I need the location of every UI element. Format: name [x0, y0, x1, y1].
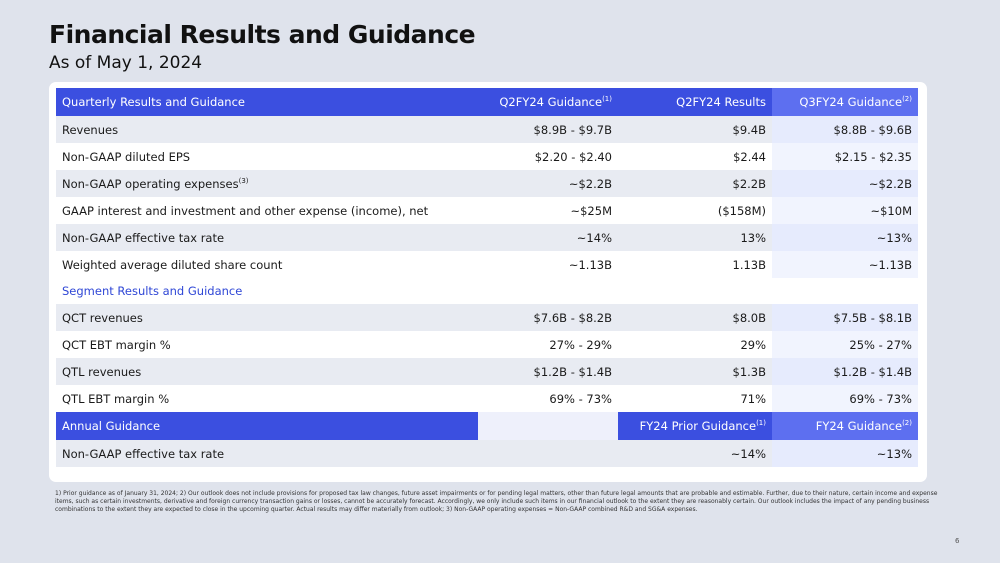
guidance-table: Quarterly Results and Guidance Q2FY24 Gu…: [56, 88, 918, 467]
q3-guidance-value: $8.8B - $9.6B: [772, 116, 918, 143]
q2-guidance-value: $1.2B - $1.4B: [478, 358, 618, 385]
annual-header-label: Annual Guidance: [56, 412, 478, 440]
q2-results-value: $1.3B: [618, 358, 772, 385]
q3-guidance-value: ~$2.2B: [772, 170, 918, 197]
table-row: QCT revenues $7.6B - $8.2B $8.0B $7.5B -…: [56, 304, 918, 331]
q2-guidance-value: ~14%: [478, 224, 618, 251]
empty-cell: [478, 412, 618, 440]
q2-guidance-value: ~$25M: [478, 197, 618, 224]
row-label: Weighted average diluted share count: [56, 251, 478, 278]
q2-guidance-value: ~1.13B: [478, 251, 618, 278]
segment-heading: Segment Results and Guidance: [56, 278, 478, 304]
row-label: Revenues: [56, 116, 478, 143]
row-label: Non-GAAP effective tax rate: [56, 224, 478, 251]
empty-cell: [772, 278, 918, 304]
table-row: QCT EBT margin % 27% - 29% 29% 25% - 27%: [56, 331, 918, 358]
fy24-guidance-value: ~13%: [772, 440, 918, 467]
fy24-guidance-header: FY24 Guidance(2): [772, 412, 918, 440]
q2-results-value: $2.2B: [618, 170, 772, 197]
q2-results-value: 1.13B: [618, 251, 772, 278]
row-label: Non-GAAP operating expenses(3): [56, 170, 478, 197]
table-row: Non-GAAP effective tax rate ~14% 13% ~13…: [56, 224, 918, 251]
table-row: GAAP interest and investment and other e…: [56, 197, 918, 224]
q3-guidance-value: $2.15 - $2.35: [772, 143, 918, 170]
empty-cell: [618, 278, 772, 304]
q3-guidance-value: ~1.13B: [772, 251, 918, 278]
q2-results-value: $9.4B: [618, 116, 772, 143]
q2-guidance-value: 27% - 29%: [478, 331, 618, 358]
q3-guidance-value: 25% - 27%: [772, 331, 918, 358]
fy24-prior-guidance-header: FY24 Prior Guidance(1): [618, 412, 772, 440]
q2-guidance-value: ~$2.2B: [478, 170, 618, 197]
page-subtitle: As of May 1, 2024: [49, 53, 203, 73]
q2-results-header: Q2FY24 Results: [618, 88, 772, 116]
table-row: Non-GAAP operating expenses(3) ~$2.2B $2…: [56, 170, 918, 197]
quarterly-header-row: Quarterly Results and Guidance Q2FY24 Gu…: [56, 88, 918, 116]
q3-guidance-value: ~13%: [772, 224, 918, 251]
page-title: Financial Results and Guidance: [49, 20, 476, 49]
segment-heading-row: Segment Results and Guidance: [56, 278, 918, 304]
q2-results-value: 13%: [618, 224, 772, 251]
q2-results-value: 29%: [618, 331, 772, 358]
q3-guidance-value: $7.5B - $8.1B: [772, 304, 918, 331]
table-row: QTL revenues $1.2B - $1.4B $1.3B $1.2B -…: [56, 358, 918, 385]
row-label: QCT revenues: [56, 304, 478, 331]
q3-guidance-value: $1.2B - $1.4B: [772, 358, 918, 385]
q3-guidance-value: ~$10M: [772, 197, 918, 224]
row-label: QTL EBT margin %: [56, 385, 478, 412]
q2-results-value: 71%: [618, 385, 772, 412]
fy24-prior-guidance-value: ~14%: [618, 440, 772, 467]
table-row: Non-GAAP diluted EPS $2.20 - $2.40 $2.44…: [56, 143, 918, 170]
q2-results-value: ($158M): [618, 197, 772, 224]
footnote: 1) Prior guidance as of January 31, 2024…: [55, 490, 938, 513]
row-label: Non-GAAP diluted EPS: [56, 143, 478, 170]
row-label: Non-GAAP effective tax rate: [56, 440, 478, 467]
annual-header-row: Annual Guidance FY24 Prior Guidance(1) F…: [56, 412, 918, 440]
table-row: QTL EBT margin % 69% - 73% 71% 69% - 73%: [56, 385, 918, 412]
row-label: GAAP interest and investment and other e…: [56, 197, 478, 224]
quarterly-header-label: Quarterly Results and Guidance: [56, 88, 478, 116]
q2-guidance-value: $7.6B - $8.2B: [478, 304, 618, 331]
table-row: Non-GAAP effective tax rate ~14% ~13%: [56, 440, 918, 467]
q3-guidance-value: 69% - 73%: [772, 385, 918, 412]
row-label: QCT EBT margin %: [56, 331, 478, 358]
table-row: Weighted average diluted share count ~1.…: [56, 251, 918, 278]
q2-results-value: $2.44: [618, 143, 772, 170]
empty-cell: [478, 278, 618, 304]
q2-guidance-value: $2.20 - $2.40: [478, 143, 618, 170]
q2-guidance-value: $8.9B - $9.7B: [478, 116, 618, 143]
empty-cell: [478, 440, 618, 467]
page-number: 6: [955, 537, 960, 545]
q2-results-value: $8.0B: [618, 304, 772, 331]
q2-guidance-value: 69% - 73%: [478, 385, 618, 412]
row-label: QTL revenues: [56, 358, 478, 385]
table-row: Revenues $8.9B - $9.7B $9.4B $8.8B - $9.…: [56, 116, 918, 143]
q3-guidance-header: Q3FY24 Guidance(2): [772, 88, 918, 116]
q2-guidance-header: Q2FY24 Guidance(1): [478, 88, 618, 116]
results-panel: Quarterly Results and Guidance Q2FY24 Gu…: [49, 82, 927, 482]
